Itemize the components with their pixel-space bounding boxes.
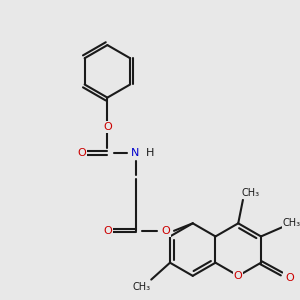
Text: O: O (103, 226, 112, 236)
Text: O: O (286, 273, 294, 283)
Text: O: O (234, 271, 243, 281)
Text: CH₃: CH₃ (133, 282, 151, 292)
Text: H: H (146, 148, 155, 158)
Text: N: N (131, 148, 140, 158)
Text: O: O (78, 148, 86, 158)
Text: O: O (161, 226, 170, 236)
Text: O: O (103, 122, 112, 132)
Text: CH₃: CH₃ (283, 218, 300, 228)
Text: CH₃: CH₃ (242, 188, 260, 198)
